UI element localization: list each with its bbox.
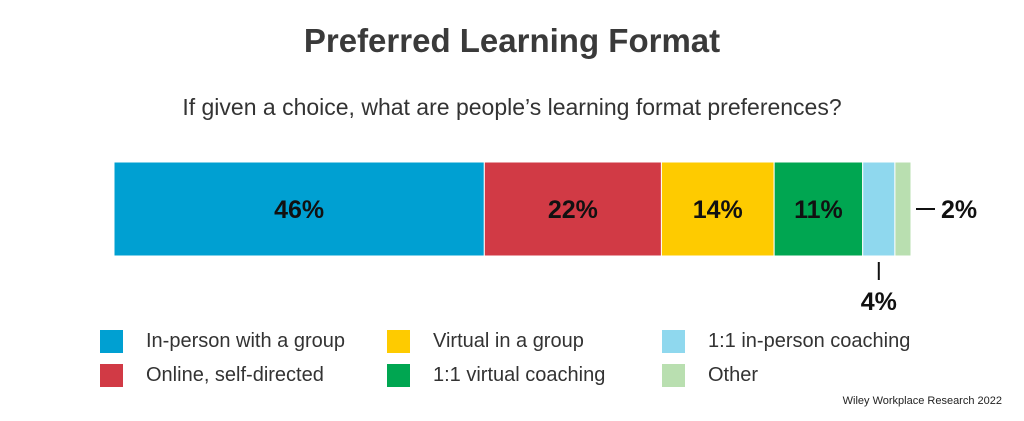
legend-swatch [100,330,123,353]
data-label-in-person-with-a-group: 46% [274,196,324,224]
legend-label: 1:1 virtual coaching [433,364,606,386]
data-label-online-self-directed: 22% [548,196,598,224]
bar-segment-virtual-in-a-group [660,161,775,257]
legend-swatch [662,330,685,353]
legend-label: Online, self-directed [146,364,324,386]
source-note: Wiley Workplace Research 2022 [842,395,1002,407]
legend-label: Other [708,364,759,386]
legend-swatch [387,330,410,353]
bar-segment-1-1-virtual-coaching [773,161,864,257]
chart-title: Preferred Learning Format [303,22,721,59]
legend-label: 1:1 in-person coaching [708,330,911,352]
data-label-virtual-in-a-group: 14% [693,196,743,224]
data-label-1-1-virtual-coaching: 11% [794,196,843,224]
stacked-bar-chart: 46% 22% 14% 11% 4% 2% [113,161,977,316]
legend-item-online-self-directed: Online, self-directed [100,364,324,387]
chart-subtitle: If given a choice, what are people’s lea… [182,94,842,120]
legend-item-in-person-coaching: 1:1 in-person coaching [662,330,910,353]
bar-segment-1-1-in-person-coaching [862,161,896,257]
legend-item-virtual-coaching: 1:1 virtual coaching [387,364,605,387]
legend-item-other: Other [662,364,758,387]
bar-segment-in-person-with-a-group [113,161,485,257]
legend-label: In-person with a group [146,330,346,352]
legend-item-virtual-group: Virtual in a group [387,330,584,353]
legend-swatch [387,364,410,387]
legend-item-in-person-group: In-person with a group [100,330,345,353]
legend-swatch [662,364,685,387]
legend-label: Virtual in a group [433,330,584,352]
bar-segment-other [894,161,912,257]
data-label-1-1-in-person-coaching: 4% [861,288,897,316]
legend-swatch [100,364,123,387]
data-label-other: 2% [941,196,977,224]
